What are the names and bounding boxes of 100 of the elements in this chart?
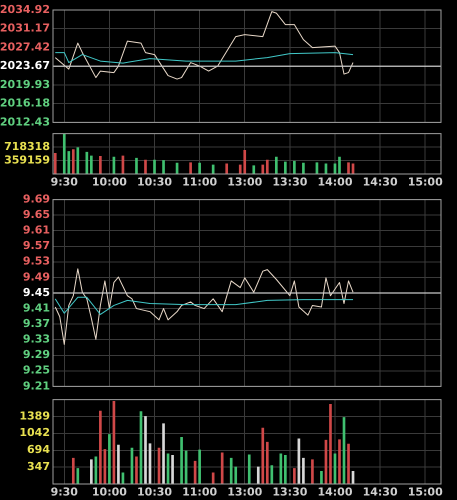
bar — [220, 452, 224, 484]
x-tick-label: 10:30 — [137, 485, 172, 498]
x-tick-label: 13:00 — [227, 485, 263, 498]
bar — [135, 158, 138, 174]
bar — [76, 147, 80, 174]
bar — [261, 428, 264, 484]
x-tick-label: 14:00 — [317, 485, 353, 498]
bar — [72, 458, 75, 484]
bar — [90, 459, 93, 484]
x-tick-label: 14:30 — [362, 485, 398, 498]
y-tick-label: 2034.92 — [0, 2, 50, 16]
x-tick-label: 13:30 — [272, 175, 308, 188]
bar — [284, 454, 287, 484]
bar — [72, 149, 75, 174]
bar — [112, 156, 116, 174]
bar — [274, 156, 278, 174]
bar — [184, 450, 188, 484]
y-tick-label: 2027.42 — [0, 40, 50, 54]
bar — [352, 471, 354, 484]
y-tick-label: 9.37 — [22, 316, 50, 330]
x-tick-label: 15:00 — [408, 485, 444, 498]
bar — [54, 153, 57, 174]
bar — [238, 164, 242, 174]
y-tick-label: 9.53 — [22, 254, 50, 268]
y-tick-label: 1042 — [19, 426, 50, 440]
x-tick-label: 13:30 — [272, 485, 308, 498]
bar — [347, 444, 350, 484]
bar — [117, 444, 120, 484]
bar — [140, 411, 142, 484]
bar — [311, 459, 314, 484]
y-tick-label: 718318 — [4, 140, 50, 153]
y-tick-label: 9.61 — [22, 224, 50, 237]
bar — [90, 156, 93, 174]
y-tick-label: 2023.67 — [0, 59, 50, 72]
bar — [302, 458, 305, 484]
y-tick-label: 2031.17 — [0, 22, 50, 35]
bar — [158, 448, 160, 484]
bar — [334, 454, 336, 484]
y-tick-label: 9.57 — [22, 239, 50, 252]
y-tick-label: 9.33 — [22, 332, 50, 346]
x-tick-label: 13:00 — [227, 175, 263, 188]
bar — [198, 450, 201, 484]
y-tick-label: 9.69 — [22, 192, 50, 206]
y-tick-label: 9.41 — [22, 301, 50, 314]
x-tick-label: 9:30 — [50, 485, 78, 498]
bar — [153, 160, 156, 174]
bar — [180, 436, 183, 484]
x-tick-label: 11:00 — [182, 175, 218, 188]
y-tick-label: 1389 — [19, 409, 50, 422]
bar — [261, 164, 264, 174]
bar — [162, 423, 165, 484]
bar — [230, 458, 233, 484]
x-tick-label: 14:00 — [317, 175, 353, 188]
bar — [324, 164, 328, 174]
bar — [212, 472, 214, 484]
y-tick-label: 359159 — [4, 153, 50, 166]
bar — [293, 160, 296, 174]
bar — [280, 454, 282, 484]
bar — [234, 466, 238, 484]
bar — [270, 465, 274, 484]
bar — [67, 151, 70, 174]
bar — [99, 156, 102, 174]
y-tick-label: 9.29 — [22, 348, 50, 362]
y-tick-label: 2012.43 — [0, 115, 50, 128]
bar — [320, 471, 323, 484]
bar — [171, 454, 174, 484]
bar — [86, 152, 88, 174]
bar — [104, 449, 106, 484]
bar — [298, 438, 300, 484]
bar — [166, 454, 170, 484]
bar — [256, 466, 260, 484]
x-tick-label: 15:00 — [408, 175, 444, 188]
bar — [194, 460, 196, 484]
bar — [176, 162, 178, 174]
x-tick-label: 10:30 — [137, 175, 172, 188]
bar — [135, 456, 138, 484]
bar — [338, 439, 341, 484]
x-tick-label: 10:00 — [92, 175, 128, 188]
bar — [284, 162, 287, 174]
bar — [94, 456, 98, 484]
bar — [162, 160, 165, 174]
bar — [293, 468, 296, 484]
y-tick-label: 2019.93 — [0, 78, 50, 91]
bar — [225, 164, 228, 174]
x-tick-label: 11:00 — [182, 485, 218, 498]
x-tick-label: 10:00 — [92, 485, 128, 498]
bar — [76, 468, 80, 484]
bar — [243, 150, 246, 174]
bar — [316, 162, 318, 174]
y-tick-label: 9.25 — [22, 364, 50, 377]
bar — [122, 156, 124, 174]
y-tick-label: 9.49 — [22, 270, 50, 284]
y-tick-label: 2016.18 — [0, 96, 50, 110]
y-tick-label: 9.65 — [22, 208, 50, 222]
bar — [99, 410, 102, 484]
bar — [144, 160, 147, 174]
bar — [248, 454, 251, 484]
y-tick-label: 694 — [27, 443, 50, 456]
bar — [112, 401, 116, 484]
y-tick-label: 347 — [27, 460, 50, 473]
